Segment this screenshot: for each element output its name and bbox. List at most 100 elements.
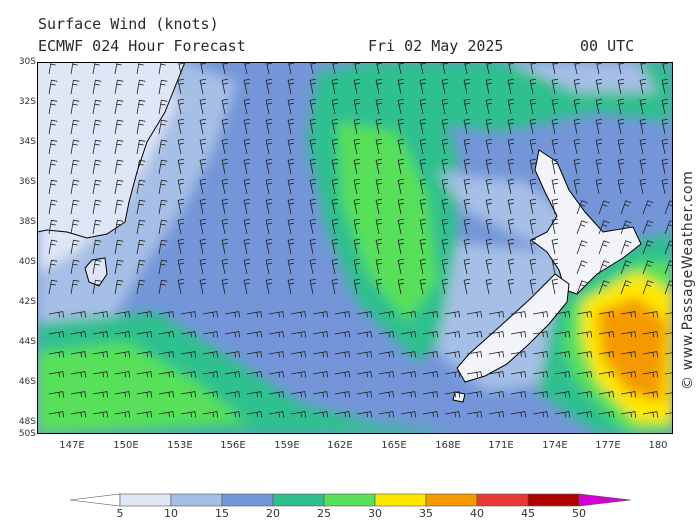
wind-barb <box>419 78 427 95</box>
wind-barb <box>532 371 549 378</box>
wind-barb <box>529 138 537 155</box>
wind-barb <box>620 220 632 235</box>
wind-barb <box>246 371 263 378</box>
wind-barb <box>620 311 637 318</box>
wind-barb <box>158 371 175 378</box>
wind-barb <box>573 138 581 155</box>
wind-barb <box>422 311 439 318</box>
lat-label: 42S <box>18 297 36 307</box>
wind-barb <box>331 218 339 235</box>
wind-barb <box>221 178 229 195</box>
wind-barb <box>551 238 559 255</box>
wind-barb <box>598 351 615 358</box>
wind-barb <box>598 280 610 295</box>
wind-barb <box>246 311 263 318</box>
wind-barb <box>177 78 185 95</box>
wind-barb <box>202 331 219 338</box>
wind-barb <box>265 218 273 235</box>
wind-barb <box>224 411 241 418</box>
wind-barb <box>202 351 219 358</box>
wind-barb <box>376 62 382 75</box>
wind-barb <box>532 351 549 358</box>
wind-barb <box>70 371 87 378</box>
wind-barb <box>199 98 207 115</box>
wind-barb <box>287 118 295 135</box>
lon-label: 174E <box>542 440 568 451</box>
wind-barb <box>158 311 175 318</box>
wind-barb <box>246 411 263 418</box>
wind-barb <box>290 311 307 318</box>
wind-barb <box>353 258 361 275</box>
wind-barb <box>158 62 166 75</box>
wind-barb <box>114 99 124 115</box>
wind-barb <box>576 240 588 255</box>
wind-barb <box>617 118 625 135</box>
wind-barb <box>92 119 102 135</box>
wind-barb <box>243 138 251 155</box>
colorbar-segment <box>527 493 580 507</box>
wind-barb <box>378 351 395 358</box>
wind-barb <box>353 138 361 155</box>
colorbar-tick-label: 35 <box>419 507 433 520</box>
lat-label: 36S <box>18 177 36 187</box>
wind-barb <box>309 158 317 175</box>
wind-barb <box>441 218 449 235</box>
wind-barb <box>265 78 273 95</box>
wind-barb <box>595 158 603 175</box>
wind-barb <box>485 238 493 255</box>
wind-barb <box>661 178 669 195</box>
wind-barb <box>598 260 610 275</box>
wind-barb <box>397 158 405 175</box>
wind-barb <box>463 258 471 275</box>
wind-barb <box>268 371 285 378</box>
wind-barb <box>620 331 637 338</box>
wind-barb <box>243 218 251 235</box>
wind-barb <box>224 351 241 358</box>
wind-barb <box>331 258 339 275</box>
wind-barb <box>92 371 109 378</box>
wind-barb <box>485 258 493 275</box>
wind-barb <box>178 62 184 75</box>
wind-barb <box>617 178 625 195</box>
wind-barb <box>485 98 493 115</box>
wind-barb <box>309 178 317 195</box>
wind-barb <box>312 311 329 318</box>
wind-barb <box>221 118 229 135</box>
wind-barb <box>353 218 361 235</box>
wind-barb <box>400 331 417 338</box>
wind-barb <box>576 351 593 358</box>
wind-barb <box>70 311 87 318</box>
wind-barb <box>221 78 229 95</box>
wind-barb <box>375 258 383 275</box>
wind-barb <box>397 118 405 135</box>
wind-barb <box>507 158 515 175</box>
wind-barb <box>642 200 654 215</box>
wind-barb <box>532 331 549 338</box>
wind-barb <box>92 351 109 358</box>
wind-barb <box>595 98 603 115</box>
wind-barb <box>576 311 593 318</box>
wind-barb <box>92 179 102 195</box>
wind-barb <box>180 311 197 318</box>
wind-barb <box>530 62 536 75</box>
wind-barb <box>177 198 185 215</box>
wind-barb <box>639 78 647 95</box>
wind-barb <box>488 311 505 318</box>
wind-barb <box>92 411 109 418</box>
wind-barb <box>202 311 219 318</box>
lon-label: 168E <box>435 440 461 451</box>
wind-barb <box>576 371 593 378</box>
wind-barb <box>331 158 339 175</box>
wind-barb <box>158 239 168 255</box>
wind-barb <box>356 371 373 378</box>
wind-barb <box>309 138 317 155</box>
wind-barb <box>551 78 559 95</box>
wind-barb <box>598 200 610 215</box>
wind-barb <box>441 178 449 195</box>
wind-barb <box>199 158 207 175</box>
wind-barb <box>290 371 307 378</box>
wind-barb <box>331 198 339 215</box>
wind-barb <box>551 178 559 195</box>
wind-barb <box>287 178 295 195</box>
lon-label: 171E <box>488 440 514 451</box>
